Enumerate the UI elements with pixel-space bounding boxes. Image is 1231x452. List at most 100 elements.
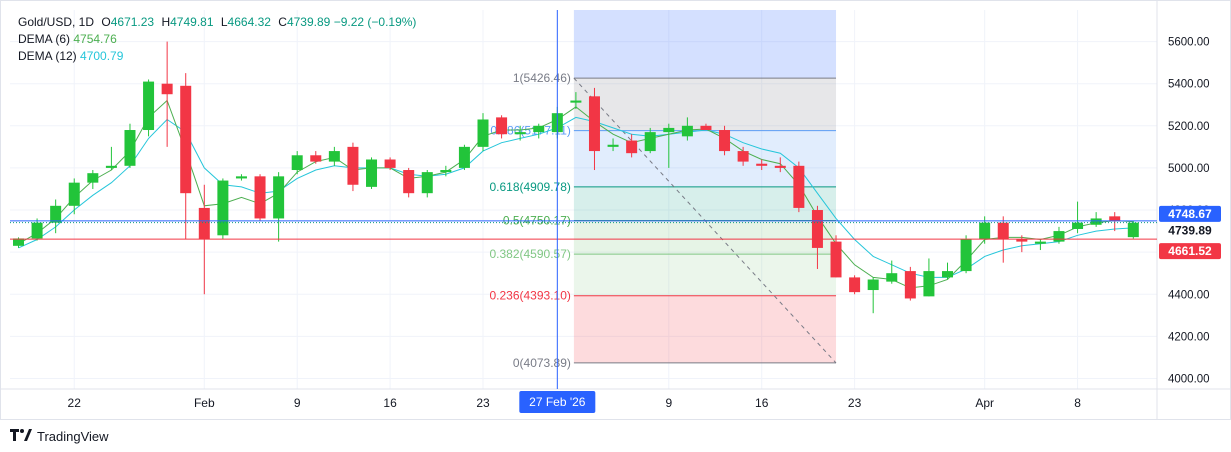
candle-body — [440, 170, 452, 173]
candle-body — [979, 222, 991, 240]
high-value: 4749.81 — [170, 15, 214, 29]
candle-body — [830, 241, 842, 278]
candle-body — [328, 151, 340, 162]
candle-body — [1090, 218, 1102, 225]
candle-body — [50, 205, 62, 223]
candle-body — [68, 182, 80, 206]
x-tick-label: Feb — [194, 396, 215, 410]
candle-body — [235, 176, 247, 179]
x-tick-label: 8 — [1074, 396, 1081, 410]
candle-body — [756, 163, 768, 166]
y-tick-label: 4000.00 — [1168, 373, 1210, 385]
candle-body — [496, 117, 508, 135]
y-tick-label: 5200.00 — [1168, 121, 1210, 133]
candle-body — [1109, 216, 1121, 221]
x-tick-label: 9 — [665, 396, 672, 410]
x-tick-label: 9 — [294, 396, 301, 410]
close-value: 4739.89 — [286, 15, 331, 29]
candle-body — [291, 155, 303, 171]
candle-body — [217, 180, 229, 236]
candle-body — [793, 165, 805, 208]
symbol-label[interactable]: Gold/USD, 1D — [18, 15, 95, 29]
candle-body — [700, 125, 712, 131]
chart-frame[interactable]: 4000.004200.004400.004600.004800.005000.… — [0, 0, 1231, 420]
y-tick-label: 5000.00 — [1168, 163, 1210, 175]
candle-body — [811, 210, 823, 248]
fib-level-label: 0.382(4590.57) — [489, 247, 570, 261]
low-value: 4664.32 — [227, 15, 271, 29]
candle-body — [737, 151, 749, 162]
dema12-row[interactable]: DEMA (12) 4700.79 — [18, 48, 416, 65]
candle-body — [960, 239, 972, 272]
candle-body — [663, 127, 675, 133]
candle-body — [570, 100, 582, 103]
candle-body — [1127, 222, 1139, 238]
last-price-tag: 4739.89 — [1168, 224, 1212, 238]
dema12-value: 4700.79 — [80, 49, 124, 63]
candle-body — [1034, 241, 1046, 244]
candle-body — [143, 81, 155, 131]
close-key: C — [278, 15, 287, 29]
candle-body — [421, 172, 433, 194]
candle-body — [514, 132, 526, 135]
crosshair-time-label: 27 Feb '26 — [529, 395, 586, 409]
candlestick-chart[interactable]: 4000.004200.004400.004600.004800.005000.… — [0, 0, 1231, 420]
candle-body — [458, 146, 470, 168]
candle-body — [384, 159, 396, 168]
candle-body — [180, 85, 192, 194]
x-tick-label: 16 — [755, 396, 769, 410]
x-tick-label: 22 — [68, 396, 82, 410]
y-tick-label: 5400.00 — [1168, 79, 1210, 91]
candle-body — [849, 277, 861, 293]
x-tick-label: 23 — [848, 396, 862, 410]
fib-level-label: 0.618(4909.78) — [489, 180, 570, 194]
candle-body — [310, 155, 322, 162]
candle-body — [886, 273, 898, 282]
candle-body — [347, 146, 359, 185]
open-key: O — [101, 15, 111, 29]
candle-body — [904, 271, 916, 299]
fib-level-label: 1(5426.46) — [513, 71, 571, 85]
fib-zone — [573, 295, 837, 363]
ohlc-row: Gold/USD, 1D O4671.23 H4749.81 L4664.32 … — [18, 14, 416, 31]
dema6-value: 4754.76 — [73, 32, 117, 46]
candle-body — [1016, 239, 1028, 242]
fib-zone — [573, 254, 837, 296]
candle-body — [533, 125, 545, 133]
fib-zone — [573, 220, 837, 255]
prev-close-tag: 4661.52 — [1168, 244, 1212, 258]
candle-body — [87, 173, 99, 183]
candle-body — [1053, 231, 1065, 242]
candle-body — [997, 222, 1009, 240]
candle-body — [13, 238, 24, 246]
y-tick-label: 4200.00 — [1168, 331, 1210, 343]
dema12-label: DEMA (12) — [18, 49, 77, 63]
candle-body — [161, 83, 173, 95]
candle-body — [366, 159, 378, 187]
change-value: −9.22 (−0.19%) — [333, 15, 417, 29]
open-value: 4671.23 — [110, 15, 155, 29]
candle-body — [273, 176, 285, 219]
high-key: H — [161, 15, 171, 29]
footer: TradingView — [10, 426, 109, 446]
prev-close-tag-bg — [1159, 243, 1221, 260]
candle-body — [124, 130, 136, 166]
candle-body — [923, 271, 935, 297]
candle-body — [31, 222, 43, 239]
candle-body — [626, 140, 638, 154]
tradingview-logo-icon[interactable] — [10, 428, 32, 444]
dema6-row[interactable]: DEMA (6) 4754.76 — [18, 31, 416, 48]
candle-body — [607, 144, 619, 147]
candle-body — [105, 165, 117, 168]
chart-legend: Gold/USD, 1D O4671.23 H4749.81 L4664.32 … — [18, 14, 416, 65]
low-key: L — [220, 15, 228, 29]
fib-level-label: 0(4073.89) — [513, 356, 571, 370]
tradingview-brand[interactable]: TradingView — [37, 428, 109, 444]
x-tick-label: Apr — [975, 396, 994, 410]
high-price-tag-bg — [1159, 205, 1221, 222]
candle-body — [719, 130, 731, 152]
fib-zone — [573, 78, 837, 131]
candle-body — [588, 96, 600, 152]
candle-body — [942, 271, 953, 278]
y-tick-label: 5600.00 — [1168, 37, 1210, 49]
